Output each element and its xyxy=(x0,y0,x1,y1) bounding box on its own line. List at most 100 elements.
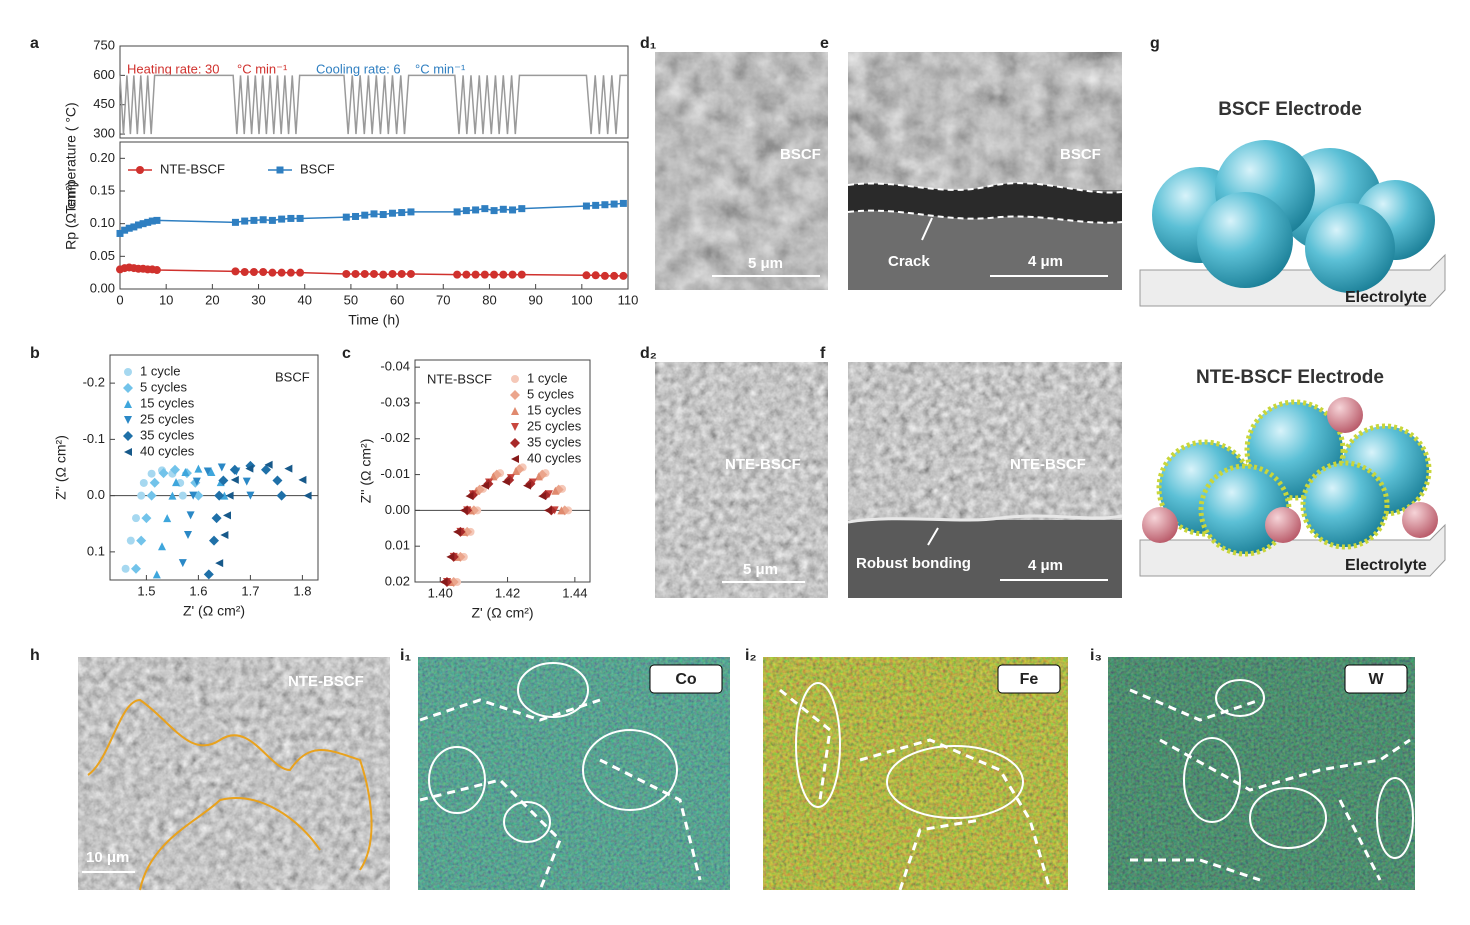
arrow xyxy=(927,527,939,546)
data-point xyxy=(462,270,471,279)
data-point xyxy=(181,468,190,476)
plot-frame xyxy=(414,359,591,583)
panel-label: b xyxy=(30,345,40,362)
y-tick-label: 0.10 xyxy=(90,215,115,230)
y-tick-label: -0.1 xyxy=(83,431,105,446)
x-tick-label: 0 xyxy=(116,292,123,307)
x-tick-label: 1.8 xyxy=(293,583,311,598)
eds-texture xyxy=(1108,657,1415,890)
data-point xyxy=(264,460,273,469)
interface xyxy=(847,514,1123,524)
data-point xyxy=(231,267,240,276)
panel-label: g xyxy=(1150,35,1160,52)
particle xyxy=(1402,502,1438,538)
legend-marker xyxy=(124,448,132,456)
data-point xyxy=(511,467,520,475)
legend-label: 25 cycles xyxy=(527,418,582,433)
data-point xyxy=(361,211,369,219)
x-tick-label: 110 xyxy=(618,292,639,307)
highlight xyxy=(503,801,551,843)
data-point xyxy=(132,514,140,523)
data-point xyxy=(131,563,141,574)
data-point xyxy=(220,491,229,500)
data-point xyxy=(214,490,225,501)
element-tag xyxy=(997,664,1061,694)
data-point xyxy=(259,268,268,277)
data-point xyxy=(406,269,415,278)
y-tick-label: -0.02 xyxy=(380,430,410,445)
crack xyxy=(848,183,1122,223)
y-axis-label: Z'' (Ω cm²) xyxy=(358,439,374,504)
highlight xyxy=(428,746,486,814)
data-point xyxy=(286,268,295,277)
annotation: °C min⁻¹ xyxy=(415,61,466,76)
data-point xyxy=(209,535,219,546)
data-point xyxy=(220,531,229,539)
data-point xyxy=(499,205,507,213)
data-point xyxy=(490,270,499,279)
data-point xyxy=(230,475,239,484)
data-point xyxy=(298,475,307,484)
boundary xyxy=(87,698,373,891)
data-point xyxy=(144,218,152,226)
data-point xyxy=(126,536,135,545)
y-tick-label: 600 xyxy=(93,67,115,82)
legend-label: 5 cycles xyxy=(527,386,574,401)
annotation: BSCF xyxy=(275,369,310,384)
x-tick-label: 20 xyxy=(205,292,219,307)
data-point xyxy=(407,208,415,216)
legend-label: BSCF xyxy=(300,161,335,176)
data-point xyxy=(121,226,129,234)
panel-h: NTE-BSCF 10 μm xyxy=(78,657,390,891)
legend-label: 40 cycles xyxy=(140,443,195,458)
electrolyte-slab xyxy=(1139,253,1446,307)
data-point xyxy=(471,270,480,279)
data-point xyxy=(360,269,369,278)
data-point xyxy=(158,468,169,479)
data-point xyxy=(439,578,448,586)
annotation: NTE-BSCF xyxy=(427,371,492,386)
scale-label: 4 μm xyxy=(1028,557,1063,574)
data-point xyxy=(186,511,195,520)
panel-d2: NTE-BSCF 5 μm xyxy=(655,362,828,598)
data-point xyxy=(472,206,480,214)
plot-frame xyxy=(109,354,319,581)
legend-label: 35 cycles xyxy=(140,427,195,442)
chart: 0.00 0.05 0.10 0.15 0.20 0 10 20 30 40 50 60 70 80 90 1… xyxy=(63,141,639,328)
highlight xyxy=(1376,777,1414,859)
data-point xyxy=(268,216,276,224)
image-label: NTE-BSCF xyxy=(1010,456,1086,473)
data-point xyxy=(250,216,258,224)
data-point xyxy=(370,269,378,278)
chart: -0.04 -0.03 -0.02 -0.01 0.00 0.01 0.02 1.40 1.42… xyxy=(358,359,591,621)
panel-label: i₃ xyxy=(1090,647,1102,664)
y-tick-label: 0.15 xyxy=(90,182,115,197)
data-point xyxy=(278,215,286,223)
data-point xyxy=(125,224,133,232)
data-point xyxy=(194,464,203,473)
schematic-title: BSCF Electrode xyxy=(1218,99,1362,120)
highlight xyxy=(1183,737,1241,823)
data-point xyxy=(342,269,351,278)
x-tick-label: 100 xyxy=(571,292,593,307)
element-tag xyxy=(1344,664,1408,694)
y-tick-label: -0.03 xyxy=(380,394,410,409)
y-tick-label: 0.0 xyxy=(87,487,105,502)
y-tick-label: 0.01 xyxy=(385,538,410,553)
x-tick-label: 10 xyxy=(159,292,173,307)
scale-label: 5 μm xyxy=(748,255,783,272)
electrolyte-label: Electrolyte xyxy=(1345,289,1427,306)
data-point xyxy=(481,481,489,490)
y-tick-label: 0.1 xyxy=(87,543,105,558)
data-point xyxy=(543,506,552,515)
data-point xyxy=(141,513,152,524)
chart: -0.2 -0.1 0.0 0.1 1.5 1.6 1.7 1.8 Z' (Ω cm²) Z'' … xyxy=(53,354,319,619)
legend-label: 1 cycle xyxy=(140,363,180,378)
data-point xyxy=(203,467,212,476)
data-point xyxy=(501,477,510,486)
y-tick-label: 0.20 xyxy=(90,150,115,165)
panel-e: BSCF Crack 4 μm xyxy=(847,52,1123,290)
data-point xyxy=(459,506,468,515)
plot-frame xyxy=(119,141,629,290)
data-point xyxy=(591,271,600,280)
